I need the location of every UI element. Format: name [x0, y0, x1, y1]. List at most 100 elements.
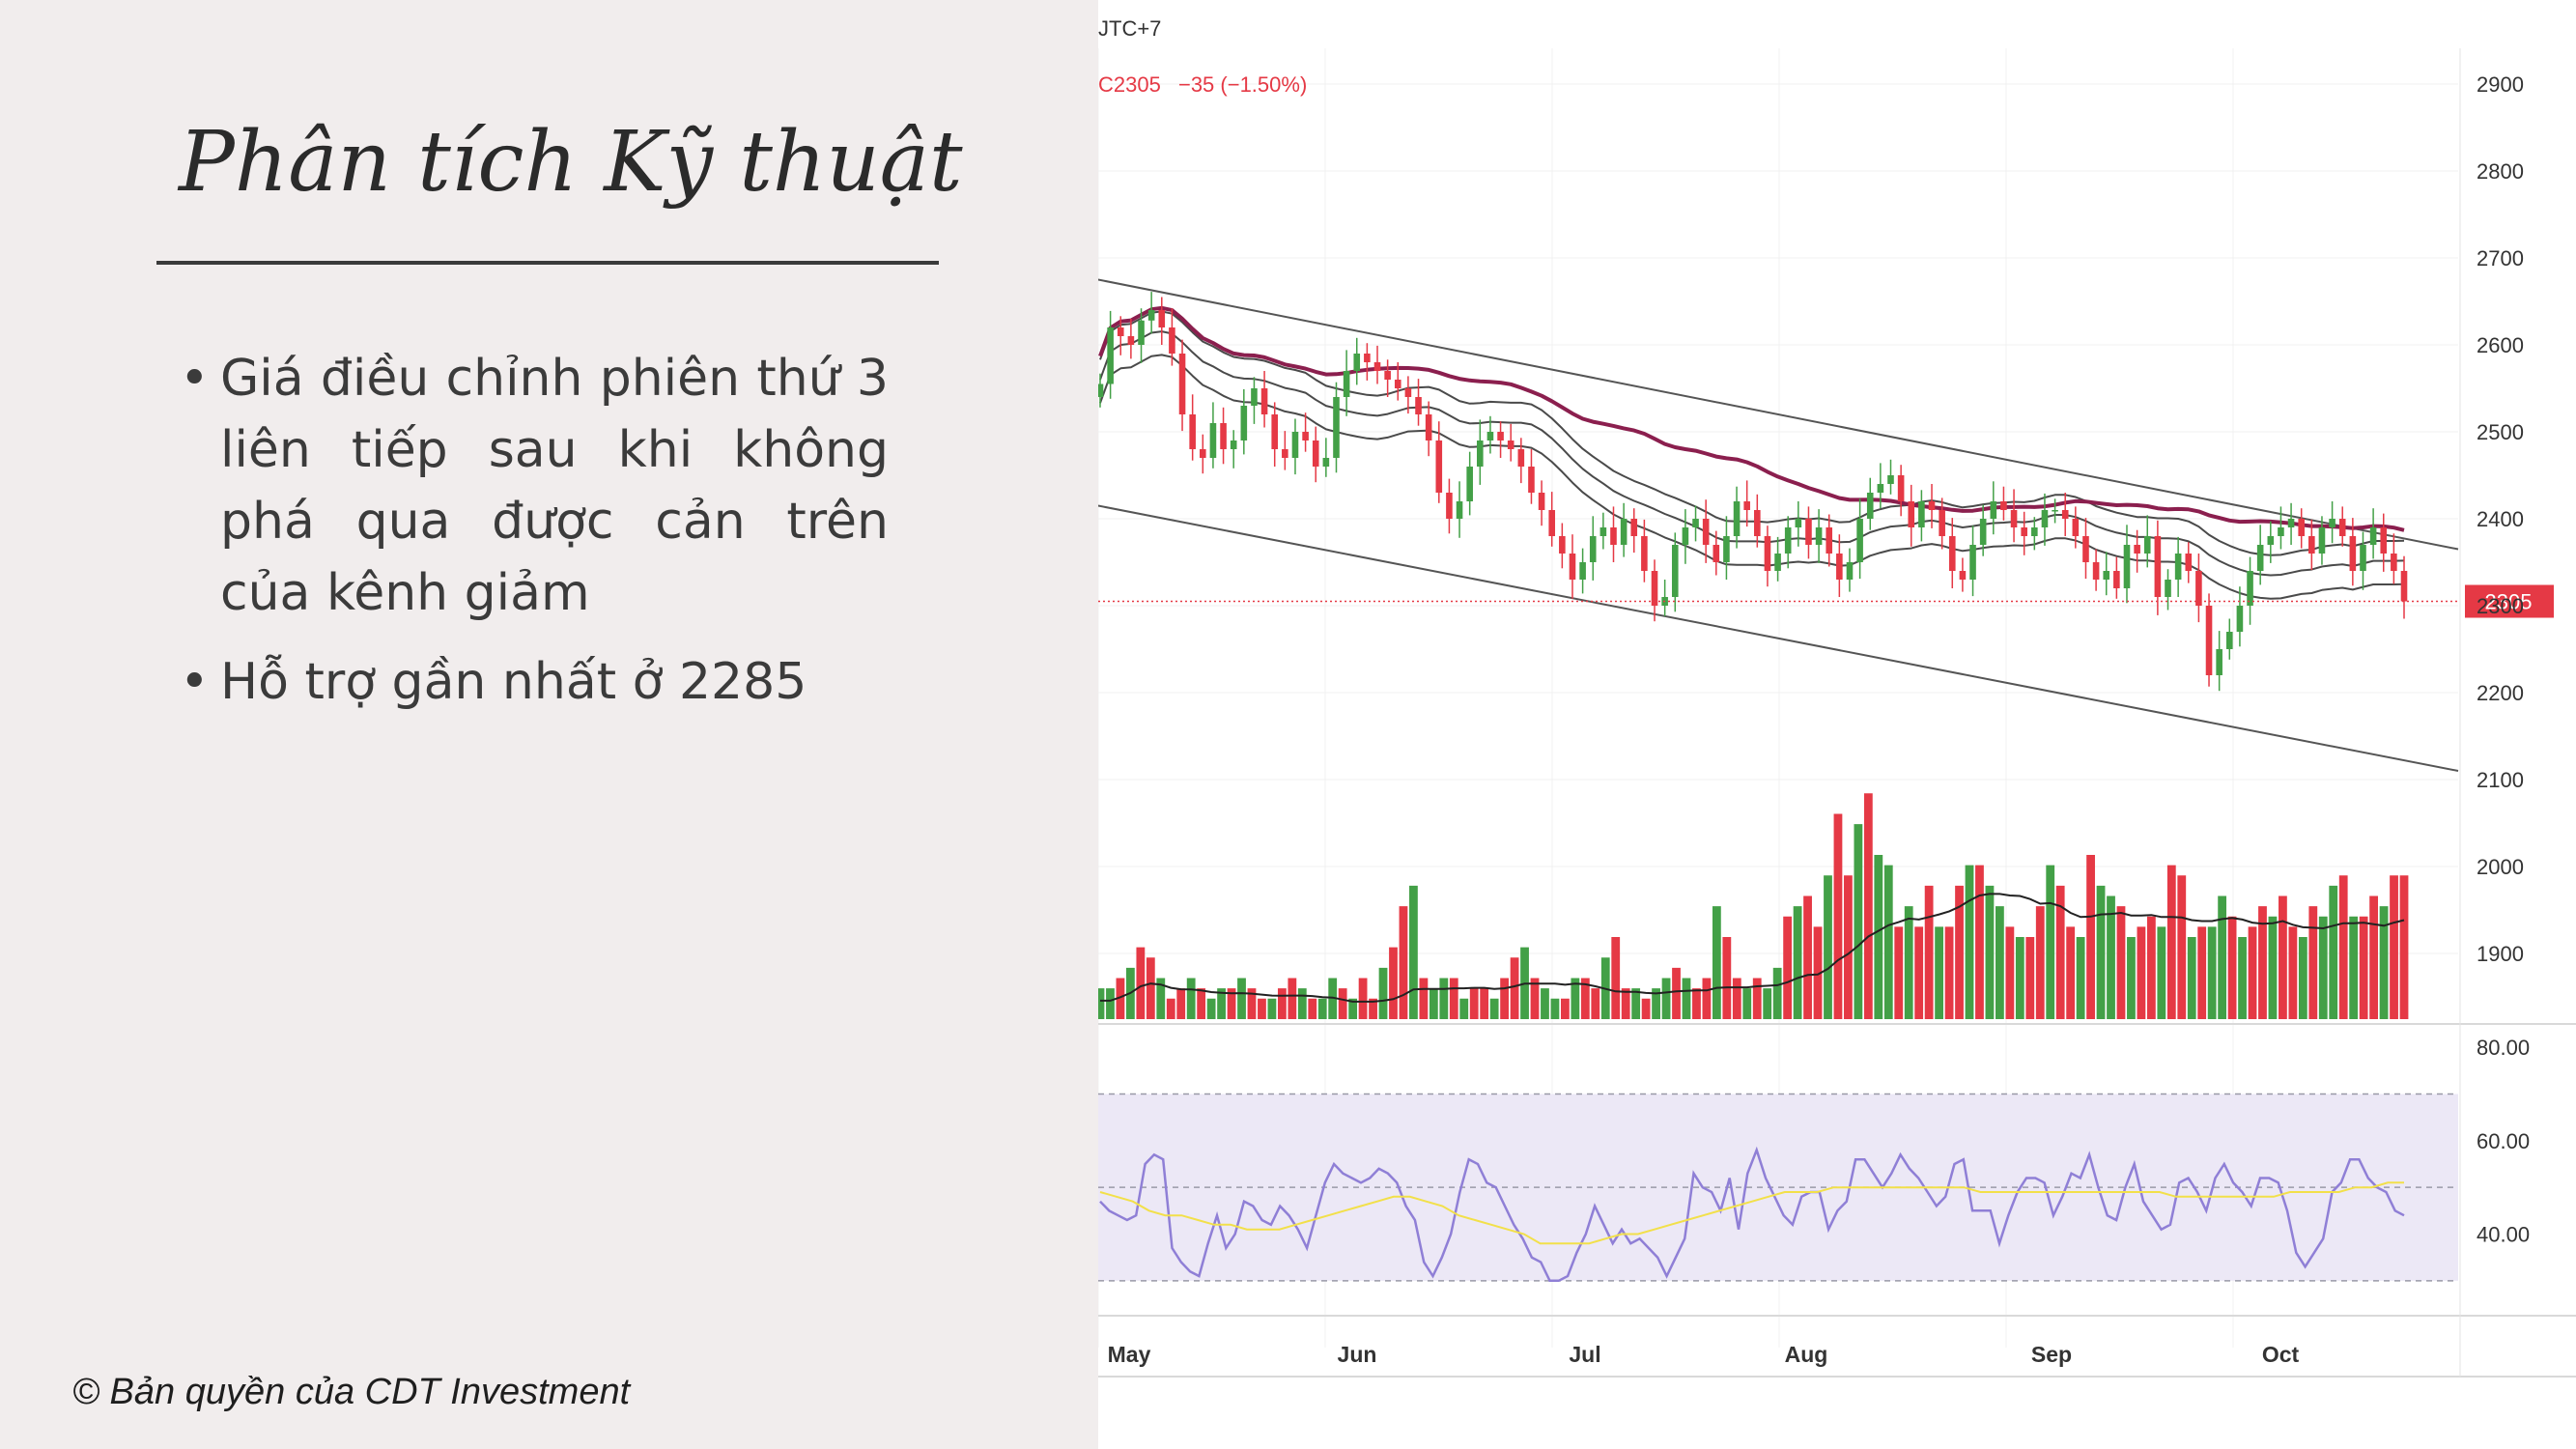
candle-body — [2195, 571, 2202, 606]
volume-bar — [2248, 926, 2257, 1019]
volume-bar — [1833, 813, 1843, 1019]
volume-bar — [2279, 895, 2287, 1019]
candle-body — [2369, 527, 2377, 545]
candle — [1856, 498, 1863, 580]
candle-body — [1456, 501, 1463, 519]
volume-bar — [1247, 988, 1257, 1019]
candle-body — [1692, 519, 1699, 527]
candle — [1209, 402, 1217, 469]
candle — [1836, 534, 1843, 597]
candle — [1260, 371, 1268, 428]
candle-body — [1548, 510, 1556, 536]
candle — [1435, 421, 1443, 503]
volume-bar — [2076, 937, 2085, 1019]
candle-body — [2400, 571, 2408, 602]
volume-bar — [2035, 906, 2045, 1019]
volume-bar — [1338, 988, 1347, 1019]
price-tick-label: 2100 — [2477, 768, 2524, 792]
candle-body — [1569, 554, 1576, 580]
volume-bar — [1611, 937, 1621, 1019]
candle-body — [2380, 527, 2388, 554]
volume-bar — [1661, 978, 1671, 1019]
volume-bar — [2227, 916, 2237, 1019]
volume-bar — [1106, 988, 1115, 1019]
candle — [2185, 542, 2193, 583]
candle-body — [1682, 527, 1689, 545]
volume-bar — [2359, 916, 2368, 1019]
price-tick-label: 2600 — [2477, 333, 2524, 357]
title-divider — [156, 261, 939, 265]
volume-bar — [1793, 906, 1802, 1019]
candle — [1671, 532, 1679, 612]
volume-bar — [2116, 906, 2126, 1019]
candle — [2391, 533, 2397, 584]
candle — [2369, 508, 2377, 559]
bullet-item: Hỗ trợ gần nhất ở 2285 — [180, 646, 889, 718]
candle-body — [1959, 571, 1967, 580]
candle-body — [1117, 327, 1124, 336]
volume-bar — [2349, 916, 2359, 1019]
candle-body — [2134, 545, 2140, 554]
timezone-label: JTC+7 — [1098, 16, 1161, 41]
candle-body — [1147, 310, 1155, 321]
candle-body — [2000, 501, 2007, 510]
candle-body — [1908, 501, 1915, 527]
candle — [1138, 308, 1145, 363]
candle — [1394, 362, 1401, 401]
price-tick-label: 2000 — [2477, 855, 2524, 879]
candle-body — [1702, 519, 1710, 545]
volume-bar — [1652, 988, 1660, 1019]
volume-bar — [2197, 926, 2207, 1019]
candle — [2041, 493, 2049, 546]
candle-body — [2205, 606, 2213, 675]
volume-bar — [2046, 865, 2055, 1019]
candle — [1754, 494, 1761, 548]
candle-body — [2185, 554, 2193, 571]
volume-bar — [2338, 875, 2348, 1019]
volume-bar — [2005, 926, 2015, 1019]
volume-bar — [1914, 926, 1924, 1019]
channel-upper-line — [1098, 278, 2459, 551]
candle-body — [1764, 536, 1771, 571]
volume-bar — [1197, 988, 1206, 1019]
candle-body — [2165, 580, 2171, 597]
candle — [1702, 499, 1710, 563]
candle-body — [1589, 536, 1597, 562]
rsi-ma-line — [1099, 1181, 2404, 1245]
volume-bar — [1591, 988, 1600, 1019]
candle — [1826, 514, 1833, 567]
candle — [1178, 339, 1186, 432]
volume-bar — [2157, 926, 2166, 1019]
candle — [1682, 509, 1689, 564]
candle — [1918, 490, 1925, 542]
volume-bar — [2015, 937, 2024, 1019]
candle-body — [1866, 493, 1874, 519]
volume-bar — [2268, 916, 2278, 1019]
volume-bar — [2379, 906, 2389, 1019]
long-ma-line — [1098, 305, 2405, 532]
candle-body — [2010, 510, 2018, 527]
candle — [1579, 548, 1586, 594]
volume-bar — [1732, 978, 1741, 1019]
candle-body — [2298, 519, 2305, 536]
volume-bar — [1166, 998, 1175, 1019]
volume-bar — [2288, 926, 2298, 1019]
volume-bar — [2177, 875, 2187, 1019]
volume-bar — [2107, 895, 2115, 1019]
copyright-note: © Bản quyền của CDT Investment — [72, 1372, 631, 1412]
candle-body — [2349, 536, 2357, 571]
candle-body — [1559, 536, 1566, 554]
volume-bar — [1722, 937, 1732, 1019]
candle — [2318, 516, 2326, 565]
volume-bar — [2390, 875, 2398, 1019]
volume-bar — [1641, 998, 1651, 1019]
candle — [2052, 498, 2058, 524]
volume-bar — [2066, 926, 2076, 1019]
candle — [1866, 477, 1874, 530]
price-tick-label: 2800 — [2477, 159, 2524, 184]
month-tick-label: May — [1108, 1342, 1151, 1367]
candle — [1364, 343, 1371, 381]
candle-body — [2041, 510, 2049, 527]
bullet-list: Giá điều chỉnh phiên thứ 3 liên tiếp sau… — [180, 343, 889, 735]
volume-bar — [1813, 926, 1823, 1019]
